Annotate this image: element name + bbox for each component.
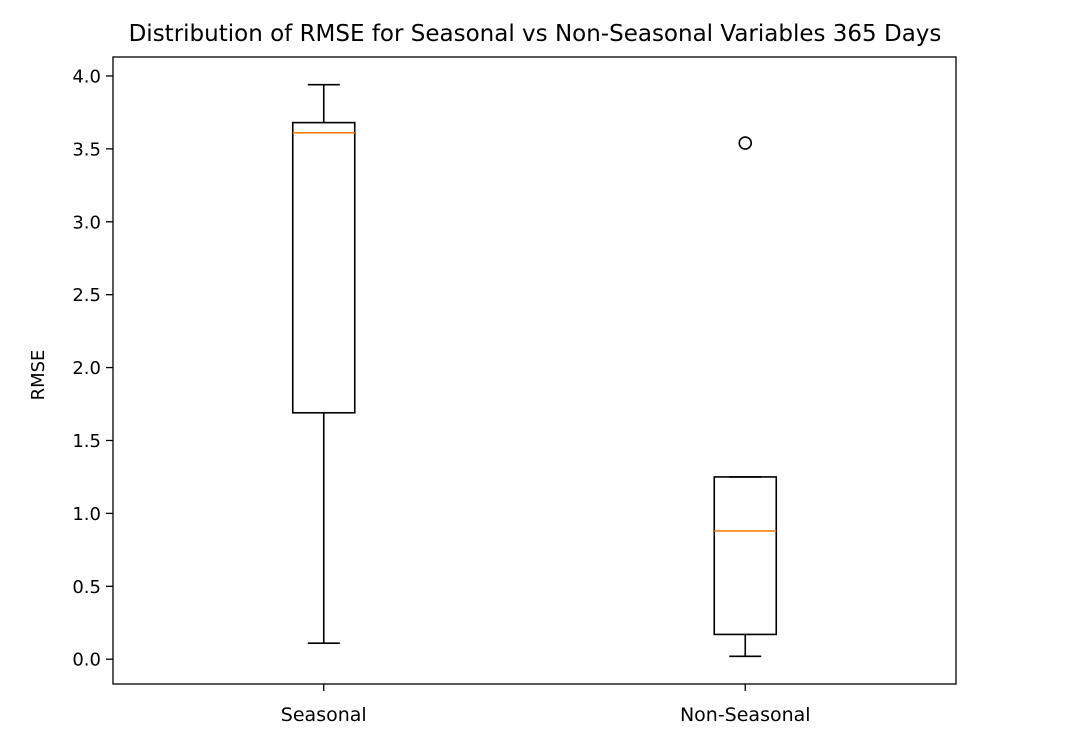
outlier-point (738, 136, 753, 150)
iqr-box (713, 476, 778, 636)
y-tick-label: 2.5 (72, 285, 101, 306)
chart-title: Distribution of RMSE for Seasonal vs Non… (129, 21, 942, 47)
iqr-box (291, 121, 356, 414)
y-tick-label: 1.5 (72, 431, 101, 452)
box-group (291, 83, 356, 644)
y-tick-label: 3.5 (72, 139, 101, 160)
box-group (713, 136, 778, 658)
y-tick-label: 1.0 (72, 504, 101, 525)
y-axis: 0.0 0.5 1.0 1.5 2.0 2.5 3.0 3.5 4.0 (72, 66, 113, 671)
x-tick-label: Seasonal (281, 704, 367, 726)
y-axis-label: RMSE (28, 350, 49, 401)
y-tick-label: 3.0 (72, 212, 101, 233)
x-axis: Seasonal Non-Seasonal (281, 684, 811, 726)
y-tick-label: 4.0 (72, 66, 101, 87)
y-tick-label: 0.0 (72, 650, 101, 671)
plot-area (291, 83, 778, 658)
y-tick-label: 0.5 (72, 577, 101, 598)
plot-frame (112, 56, 957, 685)
x-tick-label: Non-Seasonal (680, 704, 811, 726)
y-tick-label: 2.0 (72, 358, 101, 379)
